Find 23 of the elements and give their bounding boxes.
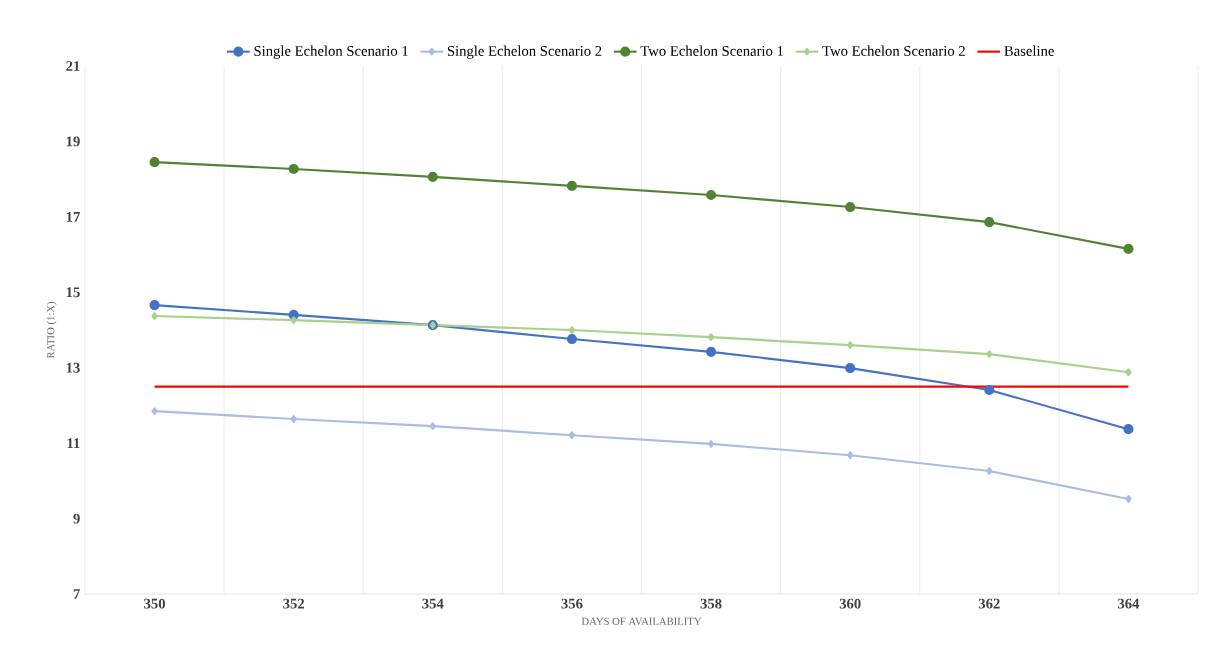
y-tick-label: 13: [66, 362, 80, 373]
x-tick-label: 352: [283, 598, 305, 609]
legend-label: Two Echelon Scenario 2: [822, 45, 965, 56]
x-tick-label: 364: [1117, 598, 1140, 609]
x-axis-title: DAYS OF AVAILABILITY: [581, 617, 702, 625]
legend-label: Single Echelon Scenario 2: [447, 45, 602, 59]
x-tick-label: 362: [978, 598, 1000, 609]
x-tick-label: 360: [839, 598, 861, 609]
x-tick-label: 356: [561, 598, 583, 609]
legend-label: Baseline: [1004, 45, 1054, 56]
y-axis-title: RATIO (1:X): [46, 301, 57, 359]
y-tick-label: 19: [66, 136, 80, 147]
x-tick-label: 358: [700, 598, 722, 609]
y-tick-label: 9: [73, 513, 80, 524]
y-tick-label: 7: [73, 589, 80, 599]
y-tick-label: 17: [66, 212, 80, 222]
x-tick-label: 350: [144, 598, 166, 609]
x-tick-label: 354: [422, 598, 444, 609]
y-tick-label: 15: [66, 287, 80, 298]
y-tick-label: 21: [66, 61, 80, 71]
y-tick-label: 11: [67, 438, 80, 448]
legend-label: Single Echelon Scenario 1: [254, 45, 408, 59]
legend-label: Two Echelon Scenario 1: [640, 45, 783, 56]
